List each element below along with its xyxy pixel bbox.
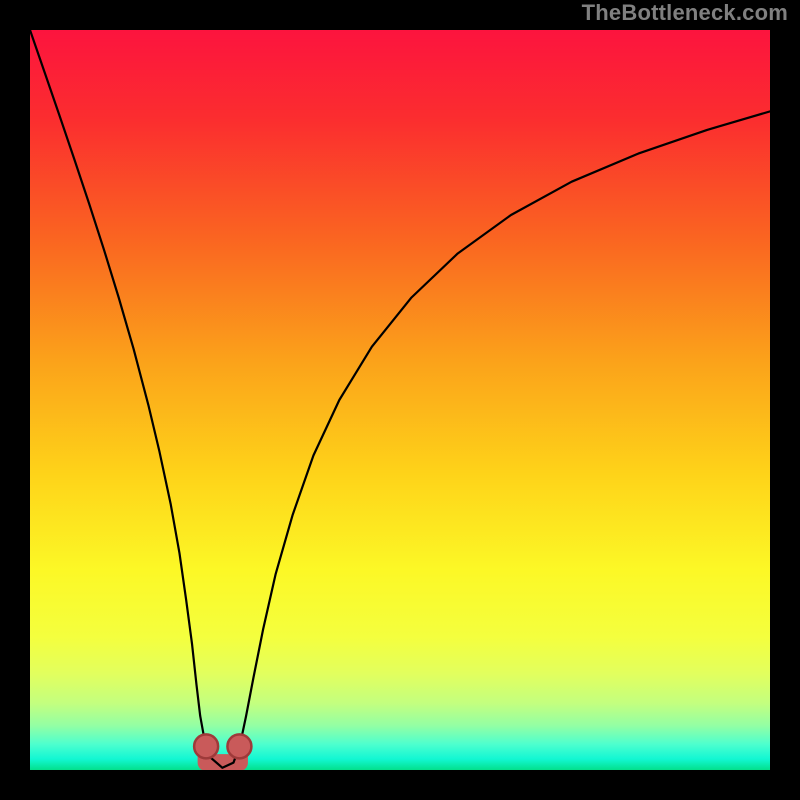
bottleneck-chart [30, 30, 770, 770]
data-node [194, 734, 218, 758]
data-node [227, 734, 251, 758]
plot-area [30, 30, 770, 770]
gradient-background [30, 30, 770, 770]
watermark-text: TheBottleneck.com [582, 0, 788, 26]
